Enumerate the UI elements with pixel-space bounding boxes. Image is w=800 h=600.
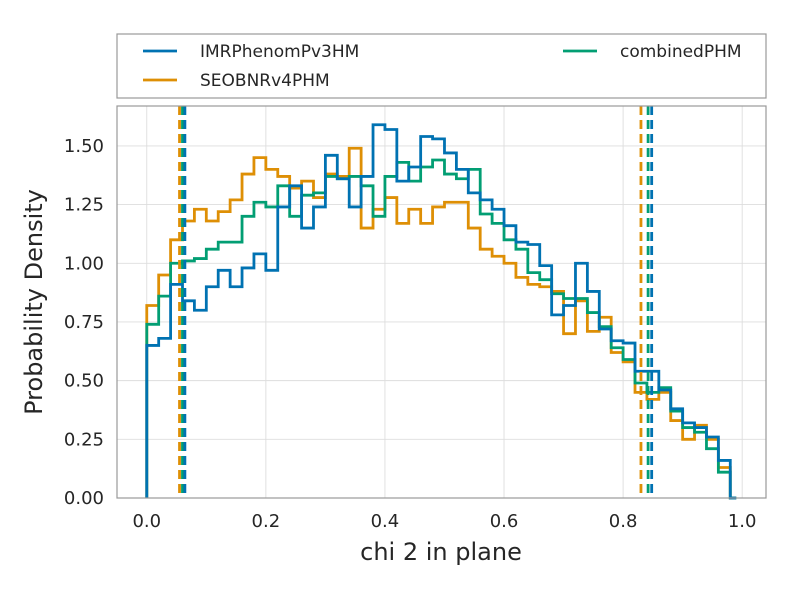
plot-area — [116, 105, 767, 500]
y-tick-label-4: 1.00 — [64, 253, 104, 274]
x-tick-label-4: 0.8 — [609, 511, 638, 532]
legend: IMRPhenomPv3HM SEOBNRv4PHM combinedPHM — [116, 33, 767, 99]
y-tick-label-1: 0.25 — [64, 429, 104, 450]
legend-frame — [116, 33, 767, 99]
x-tick-label-0: 0.0 — [132, 511, 161, 532]
series-line-IMRPhenomPv3HM — [145, 123, 737, 500]
x-tick-label-3: 0.6 — [490, 511, 519, 532]
y-axis-label: Probability Density — [20, 189, 48, 415]
x-tick-label-5: 1.0 — [728, 511, 757, 532]
plot-background — [117, 106, 766, 498]
y-tick-label-0: 0.00 — [64, 488, 104, 509]
y-tick-label-5: 1.25 — [64, 195, 104, 216]
plot-frame — [116, 105, 767, 499]
x-tick-label-2: 0.4 — [371, 511, 400, 532]
y-tick-labels: 0.00 0.25 0.50 0.75 1.00 1.25 1.50 — [64, 136, 104, 509]
legend-label-IMRPhenomPv3HM: IMRPhenomPv3HM — [200, 42, 359, 62]
legend-label-combinedPHM: combinedPHM — [620, 42, 742, 62]
x-tick-labels: 0.0 0.2 0.4 0.6 0.8 1.0 — [132, 511, 756, 532]
legend-label-SEOBNRv4PHM: SEOBNRv4PHM — [200, 71, 330, 91]
x-axis-label: chi 2 in plane — [360, 538, 522, 566]
y-tick-label-6: 1.50 — [64, 136, 104, 157]
y-tick-label-3: 0.75 — [64, 312, 104, 333]
series-line-combinedPHM — [145, 158, 737, 500]
legend-entries: IMRPhenomPv3HM SEOBNRv4PHM combinedPHM — [143, 42, 742, 91]
y-tick-label-2: 0.50 — [64, 371, 104, 392]
credible-interval-lines — [178, 106, 654, 498]
x-tick-label-1: 0.2 — [252, 511, 281, 532]
